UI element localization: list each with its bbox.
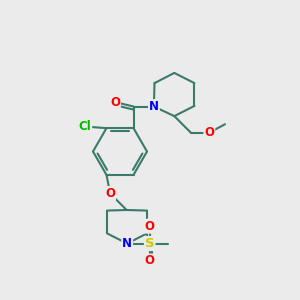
Text: S: S (145, 237, 154, 250)
Text: Cl: Cl (79, 120, 91, 133)
Text: O: O (145, 254, 155, 268)
Text: N: N (149, 100, 159, 113)
Text: N: N (122, 237, 132, 250)
Text: O: O (204, 126, 214, 139)
Text: O: O (105, 187, 115, 200)
Text: O: O (145, 220, 155, 233)
Text: O: O (110, 95, 120, 109)
